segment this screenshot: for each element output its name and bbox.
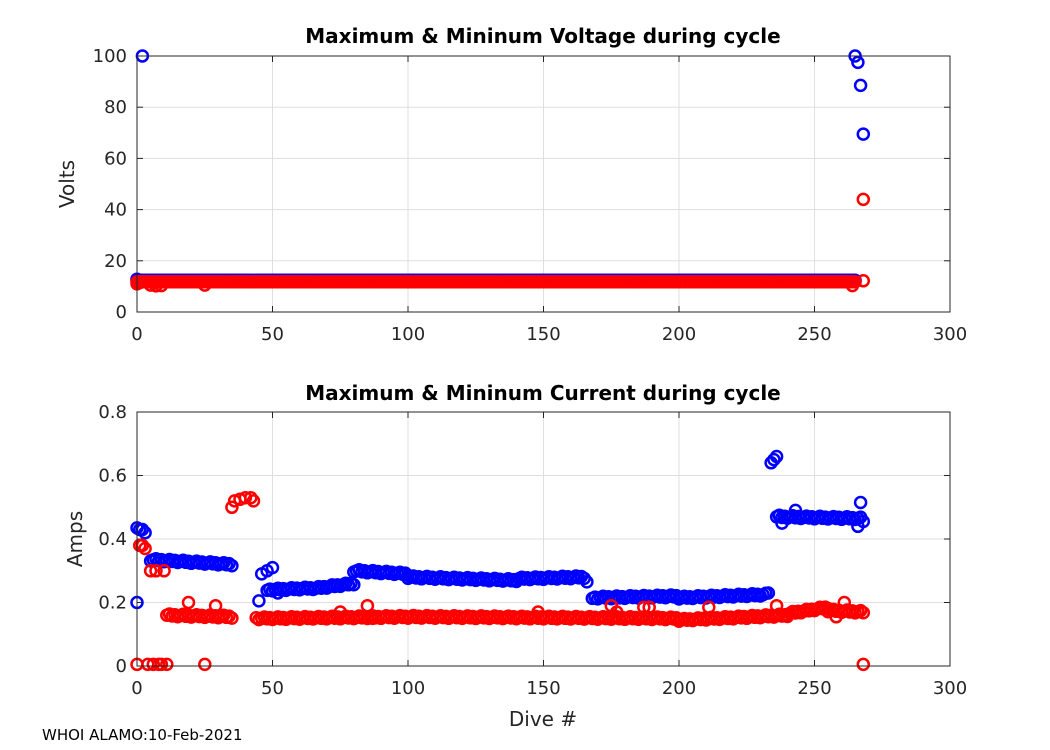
data-point [702, 600, 716, 615]
data-point [252, 594, 266, 608]
data-point [181, 595, 196, 610]
x-tick-label: 50 [261, 678, 284, 699]
data-point [154, 278, 169, 293]
x-tick-label: 150 [526, 678, 560, 699]
data-point [238, 490, 253, 505]
data-point [225, 611, 239, 625]
data-point [265, 560, 280, 575]
data-point [637, 600, 651, 615]
data-point [851, 55, 865, 70]
data-point [149, 279, 163, 293]
series-min [130, 490, 871, 672]
data-point [856, 514, 871, 529]
data-point [856, 192, 871, 207]
data-point [837, 595, 852, 610]
x-tick-label: 250 [797, 324, 831, 345]
data-point [769, 598, 784, 613]
x-tick-label: 100 [391, 324, 425, 345]
x-tick-label: 200 [662, 324, 696, 345]
x-tick-label: 0 [131, 324, 142, 345]
data-point [853, 78, 868, 93]
y-tick-label: 80 [104, 97, 127, 118]
y-tick-label: 100 [93, 46, 127, 67]
data-point [772, 508, 787, 522]
data-point [208, 598, 223, 613]
data-point [761, 586, 776, 600]
data-point [775, 516, 789, 530]
x-tick-label: 100 [391, 678, 425, 699]
x-tick-label: 150 [526, 324, 560, 345]
data-point [138, 541, 152, 556]
data-point [769, 449, 784, 464]
data-point [853, 495, 868, 510]
data-point [160, 657, 174, 672]
x-tick-label: 250 [797, 678, 831, 699]
data-point [157, 564, 171, 578]
data-point [856, 127, 871, 141]
x-tick-label: 50 [261, 324, 284, 345]
data-point [856, 274, 871, 288]
current-y-label: Amps [63, 511, 87, 567]
y-tick-label: 0.8 [98, 402, 127, 423]
data-point [154, 657, 169, 672]
voltage-panel: Maximum & Mininum Voltage during cycle V… [55, 24, 967, 345]
x-tick-label: 300 [933, 678, 967, 699]
voltage-title: Maximum & Mininum Voltage during cycle [305, 24, 780, 48]
data-point [788, 503, 803, 518]
data-point [767, 452, 781, 467]
data-point [531, 605, 545, 619]
axes-frame [136, 55, 951, 313]
y-tick-label: 0 [116, 302, 127, 323]
y-tick-label: 20 [104, 251, 127, 272]
x-tick-label: 0 [131, 678, 142, 699]
data-point [333, 605, 348, 619]
data-point [143, 564, 158, 578]
data-point [146, 657, 161, 672]
y-tick-label: 60 [104, 148, 127, 169]
x-tick-label: 200 [662, 678, 696, 699]
data-point [829, 610, 843, 624]
x-tick-label: 300 [933, 324, 967, 345]
current-title: Maximum & Mininum Current during cycle [305, 381, 781, 405]
data-point [856, 657, 871, 672]
y-tick-label: 0.2 [98, 593, 127, 614]
axes-frame [136, 411, 951, 667]
data-point [246, 494, 261, 508]
data-point [347, 577, 361, 592]
series-max [130, 449, 871, 610]
y-tick-label: 0.4 [98, 529, 127, 550]
data-point [642, 600, 656, 615]
data-point [856, 605, 871, 620]
y-tick-label: 0.6 [98, 466, 127, 487]
series-min [130, 192, 871, 293]
data-point [360, 598, 375, 613]
y-tick-label: 0 [116, 656, 127, 677]
data-point [138, 525, 152, 540]
current-panel: Maximum & Mininum Current during cycle A… [63, 381, 967, 731]
data-point [225, 500, 239, 515]
y-tick-label: 40 [104, 200, 127, 221]
data-point [198, 278, 212, 292]
data-point [271, 586, 285, 600]
current-x-label: Dive # [509, 707, 577, 731]
data-point [366, 611, 380, 626]
data-point [609, 605, 624, 619]
data-point [149, 564, 163, 578]
voltage-y-label: Volts [55, 160, 79, 208]
footer-stamp: WHOI ALAMO:10-Feb-2021 [42, 726, 243, 744]
data-point [580, 575, 594, 589]
data-point [198, 657, 212, 672]
data-point [225, 558, 239, 573]
data-point [845, 278, 860, 293]
